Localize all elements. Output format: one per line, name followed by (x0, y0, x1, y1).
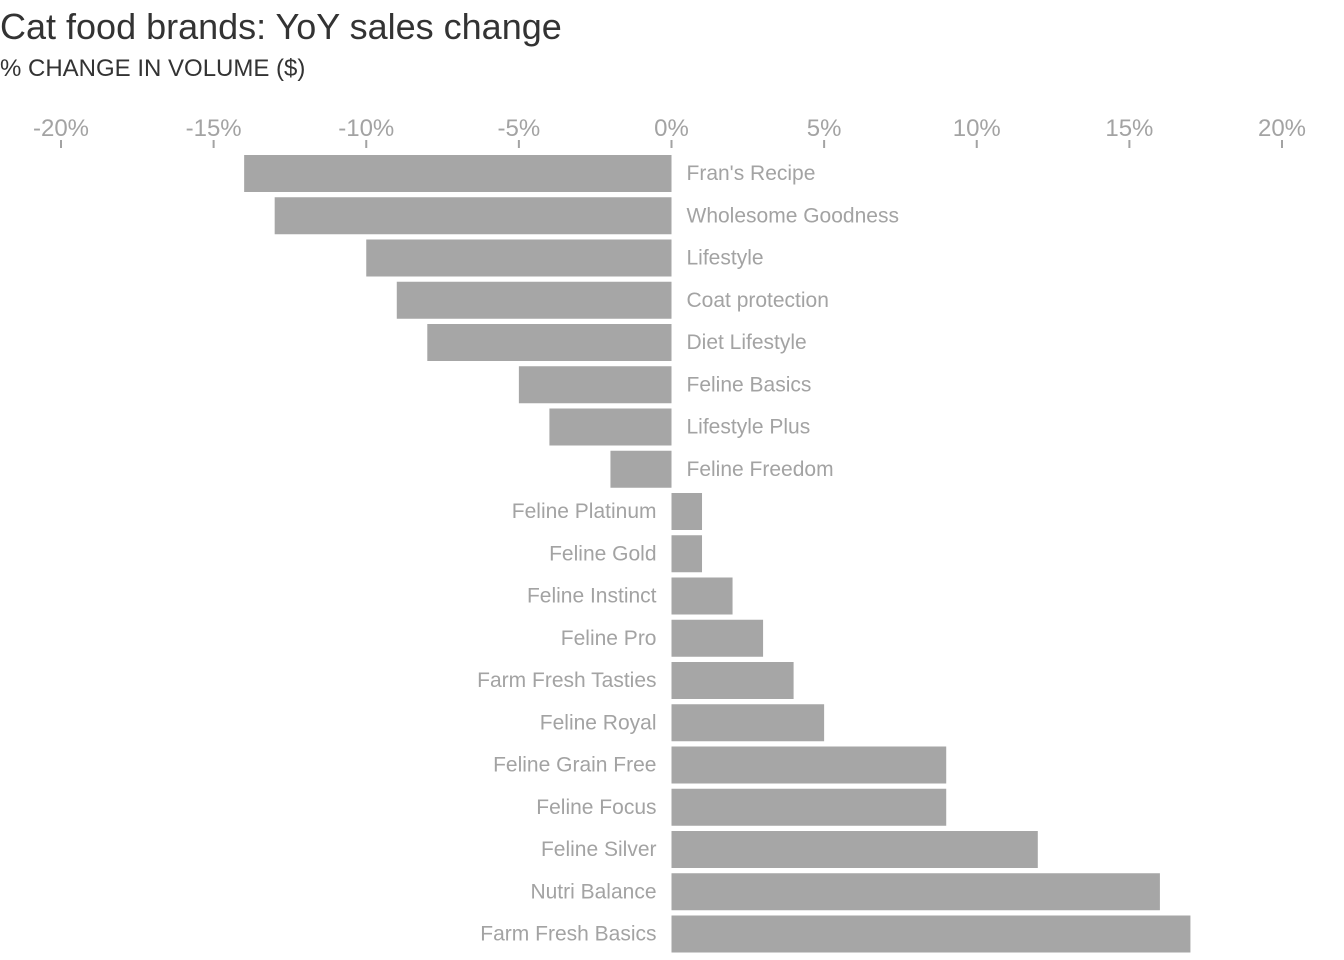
category-label: Feline Basics (687, 373, 812, 396)
x-tick-label: 0% (654, 115, 689, 142)
category-label: Farm Fresh Basics (480, 923, 656, 946)
chart-title: Cat food brands: YoY sales change (0, 6, 562, 47)
x-tick-label: 5% (807, 115, 842, 142)
category-label: Fran's Recipe (687, 162, 816, 185)
bar (396, 281, 672, 319)
bar (671, 873, 1160, 911)
x-axis: -20% -15% -10% -5% 0% 5% 10% 15% 20% (33, 115, 1306, 148)
bar (671, 704, 825, 742)
x-tick-label: -15% (186, 115, 242, 142)
bar (244, 155, 672, 192)
category-label: Nutri Balance (530, 880, 656, 903)
bar (671, 577, 733, 615)
x-tick-label: -5% (498, 115, 541, 142)
bar (610, 450, 672, 488)
category-label: Lifestyle (687, 247, 764, 270)
category-label: Feline Royal (540, 711, 657, 734)
bar (518, 366, 672, 404)
category-label: Diet Lifestyle (687, 331, 807, 354)
bar (671, 788, 947, 826)
category-label: Feline Platinum (512, 500, 657, 523)
bar (671, 619, 764, 657)
category-label: Feline Silver (541, 838, 657, 861)
bar (671, 746, 947, 784)
category-label: Lifestyle Plus (687, 416, 811, 439)
bar (671, 535, 703, 573)
bar (671, 915, 1191, 953)
bar (671, 662, 794, 699)
category-label: Feline Grain Free (493, 754, 656, 777)
x-tick-label: -20% (33, 115, 89, 142)
category-label: Feline Gold (549, 542, 656, 565)
x-tick-label: 20% (1258, 115, 1306, 142)
bars (244, 155, 1191, 953)
bar (427, 324, 672, 361)
bar (549, 408, 672, 446)
chart-subtitle: % CHANGE IN VOLUME ($) (0, 55, 306, 82)
x-tick-label: 10% (953, 115, 1001, 142)
category-label: Feline Pro (561, 627, 657, 650)
category-label: Wholesome Goodness (687, 204, 899, 227)
x-tick-label: 15% (1105, 115, 1153, 142)
category-label: Feline Freedom (687, 458, 834, 481)
bar (366, 239, 672, 277)
category-labels: Fran's Recipe Wholesome Goodness Lifestyle… (477, 162, 899, 946)
category-label: Coat protection (687, 289, 829, 312)
bar (671, 493, 703, 530)
category-label: Feline Instinct (527, 585, 657, 608)
category-label: Farm Fresh Tasties (477, 669, 656, 692)
category-label: Feline Focus (536, 796, 656, 819)
bar (274, 197, 672, 235)
x-tick-label: -10% (338, 115, 394, 142)
bar (671, 831, 1038, 868)
